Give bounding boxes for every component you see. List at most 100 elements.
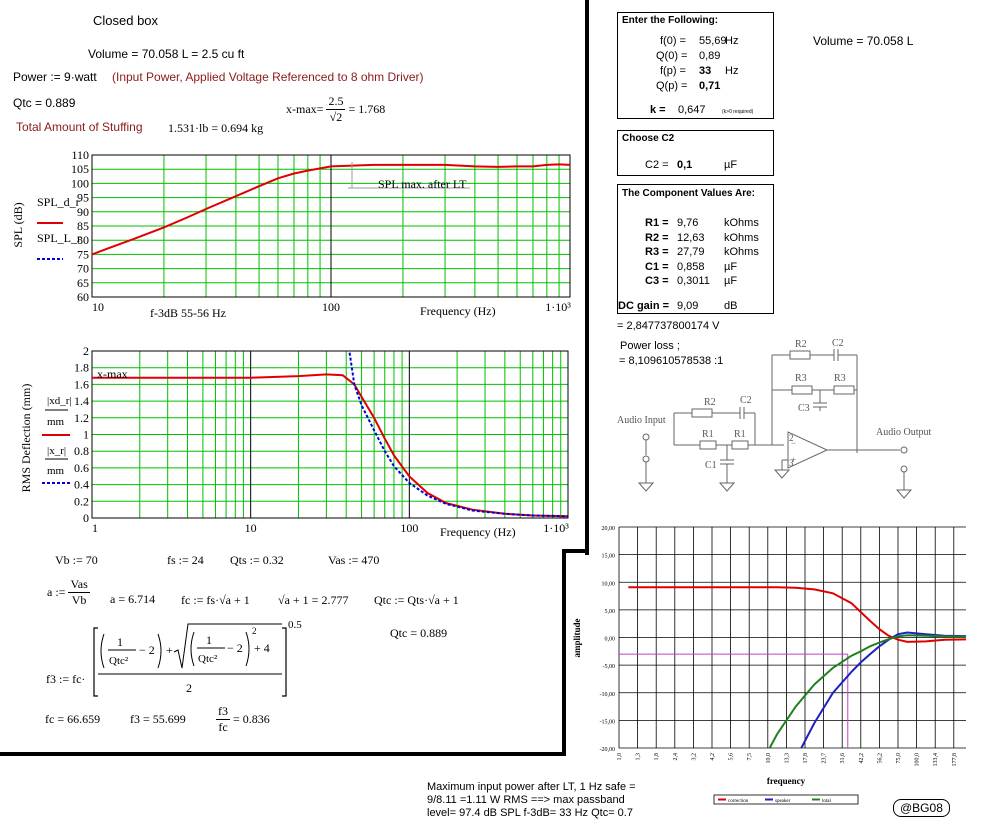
- x-tick-label: 1,0: [617, 753, 623, 761]
- volume-right: Volume = 70.058 L: [813, 34, 914, 48]
- y-tick-label: 1.4: [74, 394, 89, 408]
- legend-label: total: [822, 799, 831, 804]
- x-tick-label: 100: [322, 300, 340, 314]
- component-box-title: The Component Values Are:: [622, 188, 755, 199]
- r1b-label: R1: [734, 429, 746, 440]
- bottom-note-line3: level= 97.4 dB SPL f-3dB= 33 Hz Qtc= 0.7: [427, 807, 633, 819]
- k-label: k =: [650, 104, 666, 116]
- x-tick-label: 23,7: [822, 753, 828, 764]
- calc-sqrt-val: √a + 1 = 2.777: [278, 593, 349, 607]
- component-row-label: R3 =: [645, 246, 669, 258]
- y-tick-label: 60: [77, 290, 89, 304]
- ground-symbol-4: [895, 489, 913, 499]
- component-row-unit: kOhms: [724, 231, 759, 244]
- series-line-total: [768, 634, 966, 749]
- audio-input-label: Audio Input: [617, 415, 666, 426]
- y-tick-label: 0.6: [74, 461, 89, 475]
- sheet-border-step-v: [562, 549, 566, 756]
- stuffing-value: 1.531·lb = 0.694 kg: [168, 121, 264, 135]
- ratio-val: = 0.836: [233, 712, 270, 726]
- f3-bracket-right: [282, 627, 287, 697]
- f3-plus: +: [166, 643, 173, 657]
- component-row-unit: µF: [724, 260, 738, 273]
- f3-minus2-a: − 2: [139, 643, 155, 657]
- enter-row-label: f(p) =: [660, 65, 686, 77]
- f3-lhs: f3 := fc·: [46, 672, 85, 686]
- y-tick-label: 5,00: [605, 609, 616, 615]
- legend-num-1: |xd_r|: [47, 395, 72, 407]
- f3-one-a: 1: [117, 635, 123, 649]
- r3a-body: [791, 385, 813, 395]
- sheet-title: Closed box: [93, 13, 159, 28]
- c2-value[interactable]: 0,1: [677, 159, 693, 171]
- c2a-label: C2: [740, 395, 752, 406]
- paren-left-2: [190, 631, 195, 667]
- series-line-spldr: [91, 163, 571, 256]
- ratio-den: fc: [218, 720, 228, 734]
- component-row-unit: kOhms: [724, 217, 759, 229]
- x-tick-label: 56,2: [877, 753, 883, 764]
- legend-den-1: mm: [47, 416, 65, 428]
- input-terminal-2: [642, 455, 650, 463]
- x-axis-label: frequency: [767, 776, 806, 786]
- y-tick-label: -15,00: [600, 719, 616, 725]
- y-tick-label: 10,00: [602, 581, 616, 587]
- sheet-border-right: [585, 0, 589, 555]
- x-tick-label: 75,0: [896, 753, 902, 764]
- calc-fc-def: fc := fs·√a + 1: [181, 593, 250, 607]
- deflection-chart: 0 0.2 0.4 0.6 0.8 1 1.2 1.4 1.6 1.8 2 1 10 100 1·10³ Fr…: [19, 344, 569, 539]
- x-tick-label: 1,3: [636, 753, 642, 761]
- x-tick-label: 5,6: [729, 753, 735, 761]
- r3a-label: R3: [795, 373, 807, 384]
- component-row-value: 27,79: [677, 246, 705, 258]
- k-note: (k>0 required): [722, 109, 754, 115]
- component-row-label: R1 =: [645, 217, 669, 229]
- r1a-label: R1: [702, 429, 714, 440]
- calc-f3-val: f3 = 55.699: [130, 712, 186, 726]
- component-box: The Component Values Are: R1 = 9,76 kOhms R…: [617, 184, 774, 314]
- x-tick-label: 1·10³: [545, 300, 571, 314]
- r1b-body: [731, 440, 749, 450]
- xmax-den: √2: [329, 110, 343, 124]
- x-tick-label: 1·10³: [543, 521, 569, 535]
- component-row-value: 0,858: [677, 260, 705, 273]
- power-note: (Input Power, Applied Voltage Referenced…: [112, 70, 424, 84]
- x-tick-label: 13,3: [784, 753, 790, 764]
- component-row-label: C1 =: [645, 260, 669, 273]
- f3-formula: f3 := fc· 0.5 2 1 Qtc² − 2 + 1 Qtc² − 2 …: [46, 619, 302, 697]
- y-axis-label: RMS Deflection (mm): [19, 384, 33, 493]
- c3-label: C3: [798, 403, 810, 414]
- component-row-value: 12,63: [677, 231, 705, 244]
- plot-frame: [91, 350, 569, 519]
- enter-row-value: 0,71: [699, 80, 721, 92]
- f3-square: 2: [252, 626, 257, 636]
- correction-chart: 20,00 15,00 10,00 5,00 0,00 -5,00 -10,00 -15,00…: [572, 526, 966, 805]
- r3b-body: [833, 385, 855, 395]
- plot-frame: [91, 154, 571, 298]
- y-tick-label: 1.8: [74, 361, 89, 375]
- component-row-label: C3 =: [645, 275, 669, 287]
- y-tick-label: 1: [83, 428, 89, 442]
- r2a-body: [691, 408, 713, 418]
- dc-gain-value: 9,09: [677, 300, 699, 312]
- y-tick-label: 0.4: [74, 478, 89, 492]
- k-value[interactable]: 0,647: [678, 104, 706, 116]
- y-tick-label: 70: [77, 262, 89, 276]
- voltage-line: = 2,847737800174 V: [617, 320, 720, 332]
- a-def-lhs: a :=: [47, 585, 66, 599]
- c2-box-title: Choose C2: [622, 133, 675, 144]
- x-axis-label: Frequency (Hz): [420, 304, 496, 318]
- f3-exp: 0.5: [288, 619, 302, 631]
- calc-qtc-def: Qtc := Qts·√a + 1: [374, 593, 459, 607]
- input-terminal: [642, 433, 650, 441]
- x-tick-label: 2,4: [673, 753, 679, 761]
- x-tick-label: 10,0: [766, 753, 772, 764]
- a-def-fraction: Vas Vb: [68, 577, 90, 608]
- dc-gain-label: DC gain =: [618, 300, 670, 312]
- f3-qtc2-a: Qtc²: [109, 655, 129, 667]
- power-line: Power := 9·watt: [13, 70, 97, 84]
- xmax-num: 2.5: [326, 94, 346, 110]
- x-tick-label: 31,6: [840, 753, 846, 764]
- xmax-formula: x-max= 2.5 √2 = 1.768: [286, 94, 385, 125]
- legend-box: [713, 794, 859, 805]
